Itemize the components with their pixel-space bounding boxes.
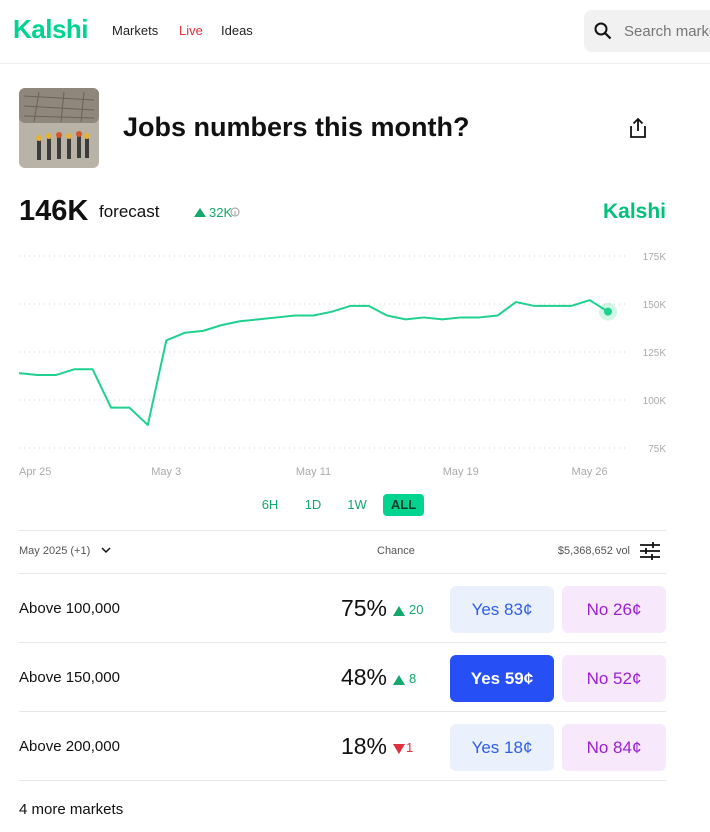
divider [19, 573, 666, 574]
divider [19, 530, 666, 531]
y-tick-label: 75K [648, 444, 666, 455]
y-tick-label: 175K [643, 252, 667, 263]
info-icon[interactable] [230, 207, 240, 217]
brand: Kalshi [602, 200, 666, 223]
logo[interactable]: Kalshi [13, 14, 89, 44]
forecast-change: 32K [194, 205, 232, 220]
market-label: Above 100,000 [19, 600, 120, 617]
end-point [604, 307, 612, 316]
change-arrow [393, 672, 405, 685]
arrow [393, 744, 405, 754]
line [18, 299, 609, 426]
chance-header: Chance [377, 545, 415, 557]
triangle [393, 744, 405, 754]
yes-button[interactable]: Yes 59¢ [450, 655, 554, 702]
range-tab[interactable]: ALL [383, 494, 424, 516]
nav-link[interactable]: Ideas [221, 23, 253, 38]
x-tick-label: May 11 [296, 466, 331, 478]
no-button[interactable]: No 52¢ [562, 655, 666, 702]
forecast-change-value: 32K [209, 205, 233, 220]
chance: 48% [340, 664, 387, 690]
x-tick-label: May 19 [443, 466, 479, 478]
market-label: Above 200,000 [19, 738, 120, 755]
chance: 18% [340, 733, 387, 759]
filter-icon[interactable] [640, 542, 660, 560]
nav-link[interactable]: Markets [112, 23, 159, 38]
nav-link[interactable]: Live [179, 23, 203, 38]
search-icon [594, 22, 612, 40]
y-tick-label: 150K [643, 300, 667, 311]
market-title: Jobs numbers this month? [123, 112, 470, 142]
triangle [393, 675, 405, 685]
search-box[interactable]: Search markets [584, 10, 710, 52]
chevron [101, 547, 111, 554]
x-tick-label: Apr 25 [19, 466, 51, 478]
no-button[interactable]: No 26¢ [562, 586, 666, 633]
change: 8 [409, 671, 417, 686]
period-select[interactable]: May 2025 (+1) [19, 545, 111, 557]
navbar: Kalshi Markets Live Ideas Search markets [0, 0, 710, 64]
up-arrow [194, 208, 206, 217]
change: 20 [409, 602, 424, 617]
forecast-value: 146K [19, 195, 89, 227]
triangle [393, 606, 405, 616]
share-button[interactable] [628, 117, 648, 139]
thumbnail [19, 88, 99, 168]
no-button[interactable]: No 84¢ [562, 724, 666, 771]
search-placeholder: Search markets [624, 23, 710, 40]
more-markets[interactable]: 4 more markets [19, 801, 124, 818]
change: 1 [406, 740, 414, 755]
yes-button[interactable]: Yes 83¢ [450, 586, 554, 633]
y-tick-label: 125K [643, 348, 667, 359]
divider [19, 780, 666, 781]
x-tick-label: May 26 [572, 466, 608, 478]
y-tick-label: 100K [643, 396, 667, 407]
divider [19, 642, 666, 643]
range-tab[interactable]: 1D [304, 497, 322, 512]
divider [19, 711, 666, 712]
chart: 75K 100K 125K 150K 175K Apr 25 May 3 May 11 May … [18, 252, 667, 478]
period: May 2025 (+1) [19, 545, 91, 557]
yes-button[interactable]: Yes 18¢ [450, 724, 554, 771]
arrow [393, 675, 405, 685]
chance: 75% [340, 595, 387, 621]
arrow [393, 606, 405, 616]
market-label: Above 150,000 [19, 669, 120, 686]
x-tick-label: May 3 [151, 466, 181, 478]
change-arrow [393, 741, 405, 754]
range-tab[interactable]: 6H [261, 497, 279, 512]
range-tab[interactable]: 1W [347, 497, 367, 512]
forecast-label: forecast [99, 202, 160, 221]
volume: $5,368,652 vol [557, 545, 630, 557]
change-arrow [393, 603, 405, 616]
